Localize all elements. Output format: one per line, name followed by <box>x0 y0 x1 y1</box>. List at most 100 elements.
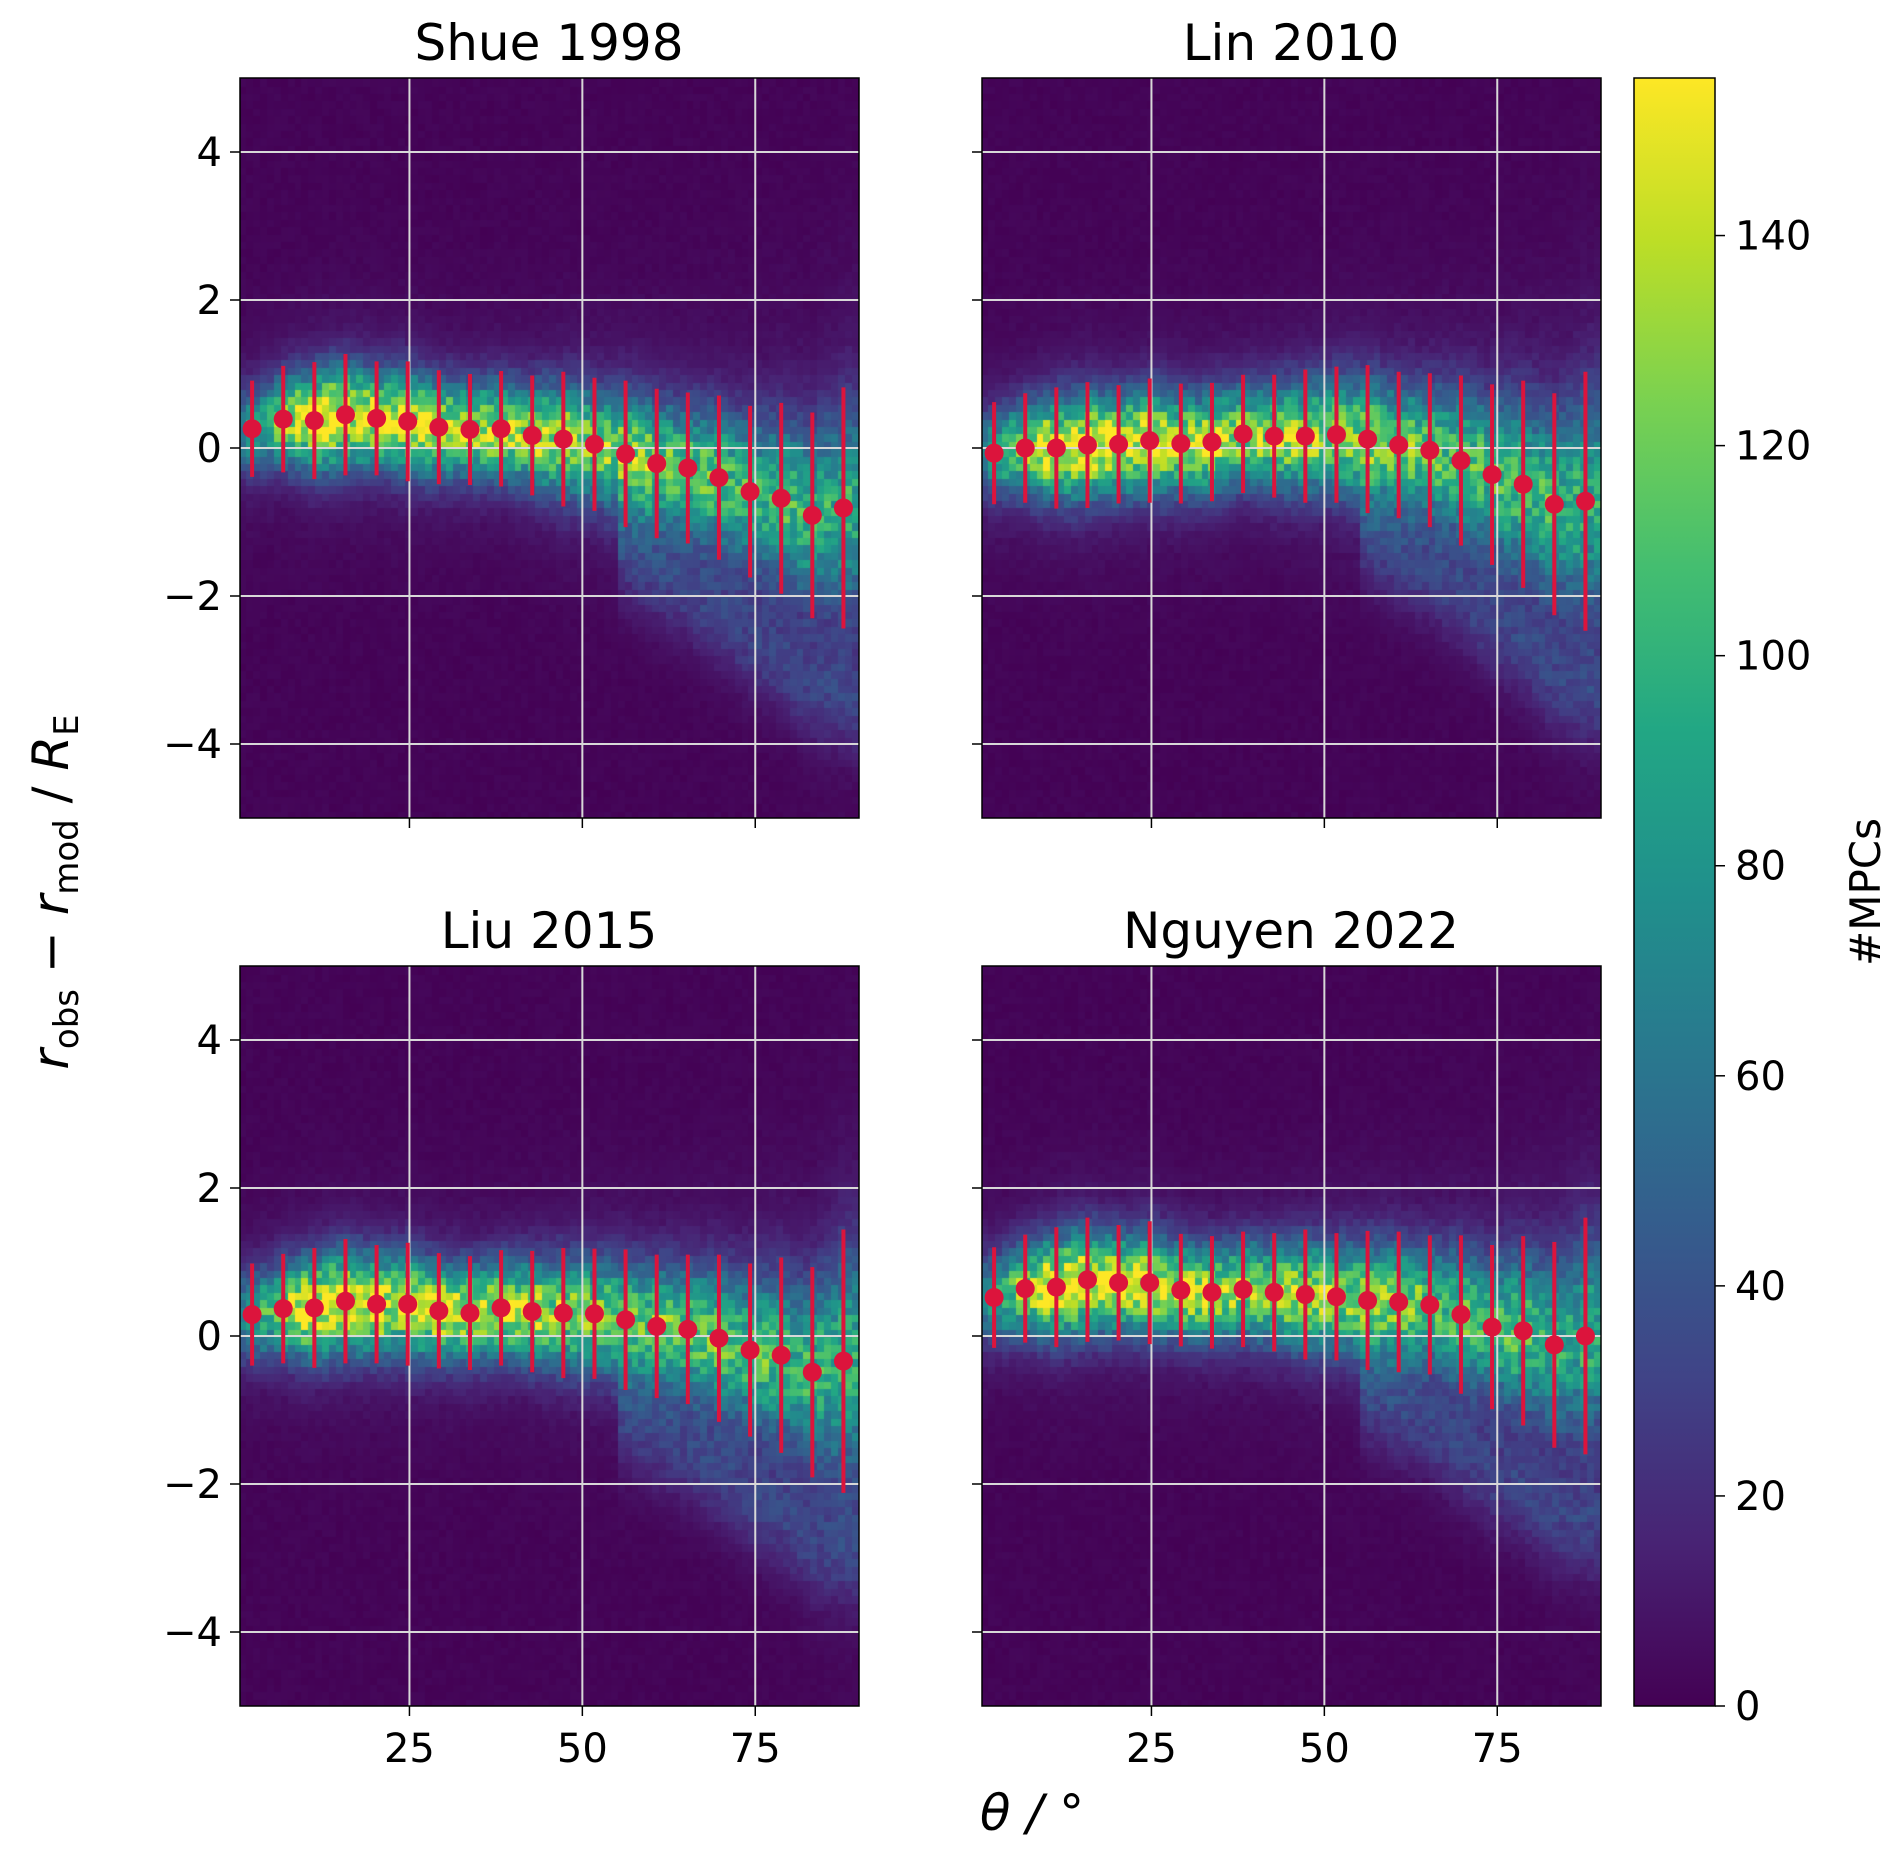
grid-3 <box>982 966 1601 1706</box>
data-point <box>1575 491 1595 511</box>
data-point <box>833 1351 853 1371</box>
data-point <box>647 1316 667 1336</box>
data-point <box>1046 1277 1066 1297</box>
data-point <box>335 405 355 425</box>
errorbar-series-3 <box>984 1217 1595 1455</box>
data-point <box>984 443 1004 463</box>
data-point <box>1264 426 1284 446</box>
data-point <box>242 1305 262 1325</box>
data-point <box>398 411 418 431</box>
y-tick-label: −4 <box>163 722 222 768</box>
data-point <box>522 425 542 445</box>
data-point <box>304 411 324 431</box>
data-point <box>1482 1317 1502 1337</box>
data-point <box>553 429 573 449</box>
data-point <box>1544 1335 1564 1355</box>
data-point <box>1326 1287 1346 1307</box>
data-point <box>1575 1326 1595 1346</box>
x-tick-label: 75 <box>1472 1726 1523 1772</box>
grid-0 <box>240 78 859 818</box>
colorbar-tick-label: 140 <box>1735 214 1811 260</box>
data-point <box>678 458 698 478</box>
data-point <box>1046 438 1066 458</box>
data-point <box>709 1328 729 1348</box>
data-point <box>1171 434 1191 454</box>
data-point <box>678 1319 698 1339</box>
data-point <box>1389 435 1409 455</box>
data-point <box>833 498 853 518</box>
colorbar-tick-label: 0 <box>1735 1684 1760 1730</box>
data-point <box>398 1294 418 1314</box>
errorbar-series-0 <box>242 354 853 629</box>
y-tick-label: −2 <box>163 1462 222 1508</box>
data-point <box>1295 1285 1315 1305</box>
data-point <box>460 1303 480 1323</box>
data-point <box>460 420 480 439</box>
data-point <box>491 1298 511 1318</box>
data-point <box>1451 451 1471 471</box>
data-point <box>1295 426 1315 446</box>
colorbar <box>1633 77 1716 1707</box>
data-point <box>273 1299 293 1319</box>
y-tick-label: 4 <box>197 130 222 176</box>
data-point <box>242 419 262 439</box>
data-point <box>1140 1273 1160 1293</box>
x-tick-label: 50 <box>1299 1726 1350 1772</box>
data-point <box>1420 440 1440 460</box>
colorbar-tick-label: 100 <box>1735 634 1811 680</box>
colorbar-tick-label: 80 <box>1735 844 1786 890</box>
data-point <box>802 505 822 525</box>
data-point <box>1109 434 1129 454</box>
y-tick-label: 0 <box>197 1314 222 1360</box>
data-point <box>429 417 449 437</box>
data-point <box>491 419 511 439</box>
data-point <box>1015 1279 1035 1299</box>
errorbar-series-2 <box>242 1229 853 1493</box>
colorbar-tick-label: 120 <box>1735 424 1811 470</box>
data-point <box>1077 435 1097 455</box>
data-point <box>1077 1270 1097 1290</box>
data-point <box>429 1301 449 1321</box>
data-point <box>802 1362 822 1382</box>
data-point <box>1233 424 1253 444</box>
y-tick-label: −4 <box>163 1610 222 1656</box>
y-tick-label: −2 <box>163 574 222 620</box>
data-point <box>522 1302 542 1322</box>
data-point <box>771 1345 791 1365</box>
x-tick-label: 25 <box>1126 1726 1177 1772</box>
data-point <box>273 409 293 429</box>
data-point <box>1140 431 1160 451</box>
grid-2 <box>240 966 859 1706</box>
data-point <box>1451 1305 1471 1325</box>
data-point <box>1389 1292 1409 1312</box>
data-point <box>584 434 604 454</box>
data-point <box>1513 474 1533 494</box>
data-point <box>584 1304 604 1324</box>
x-tick-label: 50 <box>557 1726 608 1772</box>
data-point <box>616 444 636 464</box>
data-point <box>553 1303 573 1323</box>
data-point <box>740 482 760 502</box>
data-point <box>1015 438 1035 458</box>
data-point <box>335 1291 355 1311</box>
data-point <box>1264 1282 1284 1302</box>
data-point <box>1202 1282 1222 1302</box>
data-point <box>367 408 387 428</box>
data-point <box>1358 1290 1378 1310</box>
y-tick-label: 0 <box>197 426 222 472</box>
data-point <box>740 1340 760 1360</box>
data-point <box>1358 429 1378 449</box>
data-point <box>1109 1273 1129 1293</box>
data-point <box>647 454 667 474</box>
data-point <box>1233 1279 1253 1299</box>
data-point <box>616 1310 636 1330</box>
errorbar-series-1 <box>984 365 1595 631</box>
data-point <box>771 488 791 508</box>
data-point <box>709 468 729 488</box>
y-tick-label: 2 <box>197 278 222 324</box>
grid-1 <box>982 78 1601 818</box>
y-tick-label: 2 <box>197 1166 222 1212</box>
data-point <box>1513 1321 1533 1341</box>
colorbar-tick-label: 40 <box>1735 1264 1786 1310</box>
